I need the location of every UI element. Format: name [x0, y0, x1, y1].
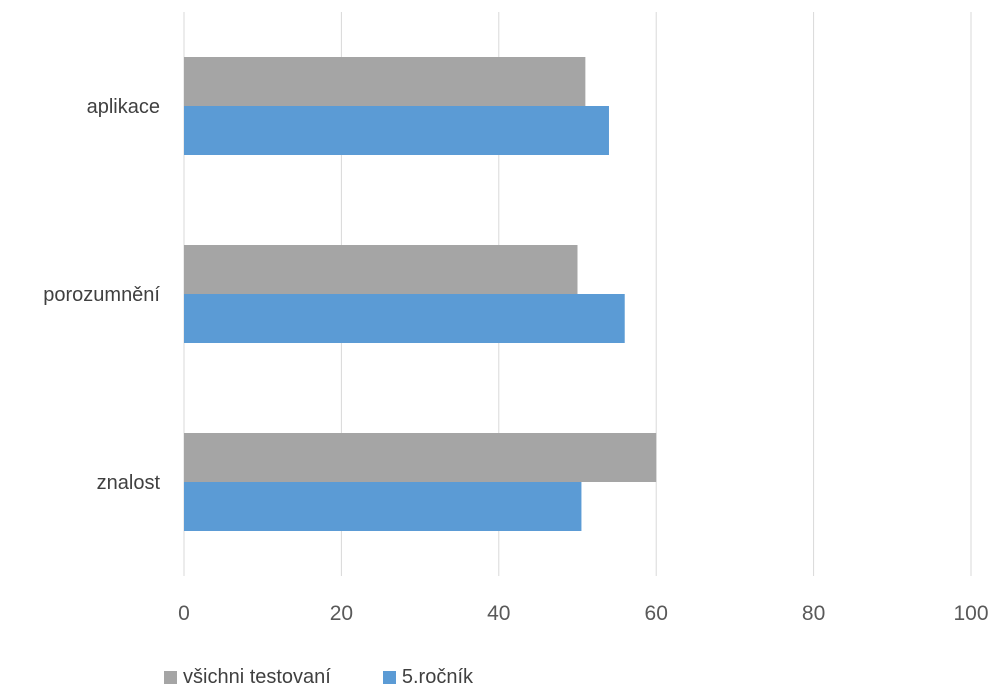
x-tick-label: 100 [953, 602, 988, 625]
legend: všichni testovaní 5.ročník [164, 666, 525, 689]
category-label: porozumnění [43, 284, 160, 306]
x-tick-label: 20 [330, 602, 353, 625]
category-labels: znalost porozumnění aplikace [43, 96, 160, 494]
bar-all-tested-1 [184, 245, 578, 294]
x-tick-label: 40 [487, 602, 510, 625]
bar-grade-5-0 [184, 482, 582, 531]
bar-all-tested-2 [184, 57, 586, 106]
legend-label: všichni testovaní [183, 666, 331, 688]
legend-swatch-gray [164, 671, 177, 684]
legend-swatch-blue [382, 671, 396, 684]
legend-label: 5.ročník [401, 666, 474, 688]
x-tick-label: 80 [802, 602, 825, 625]
category-label: znalost [97, 472, 161, 494]
bar-all-tested-0 [184, 433, 657, 482]
x-tick-label: 0 [178, 602, 190, 625]
bar-grade-5-1 [184, 294, 625, 343]
legend-item-all-tested: všichni testovaní [164, 666, 331, 689]
legend-item-grade-5: 5.ročník [382, 666, 474, 689]
category-label: aplikace [87, 96, 160, 118]
x-tick-label: 60 [645, 602, 668, 625]
bar-grade-5-2 [184, 106, 609, 155]
x-axis-tick-labels: 0 20 40 60 80 100 [178, 602, 988, 625]
bars [184, 57, 657, 531]
